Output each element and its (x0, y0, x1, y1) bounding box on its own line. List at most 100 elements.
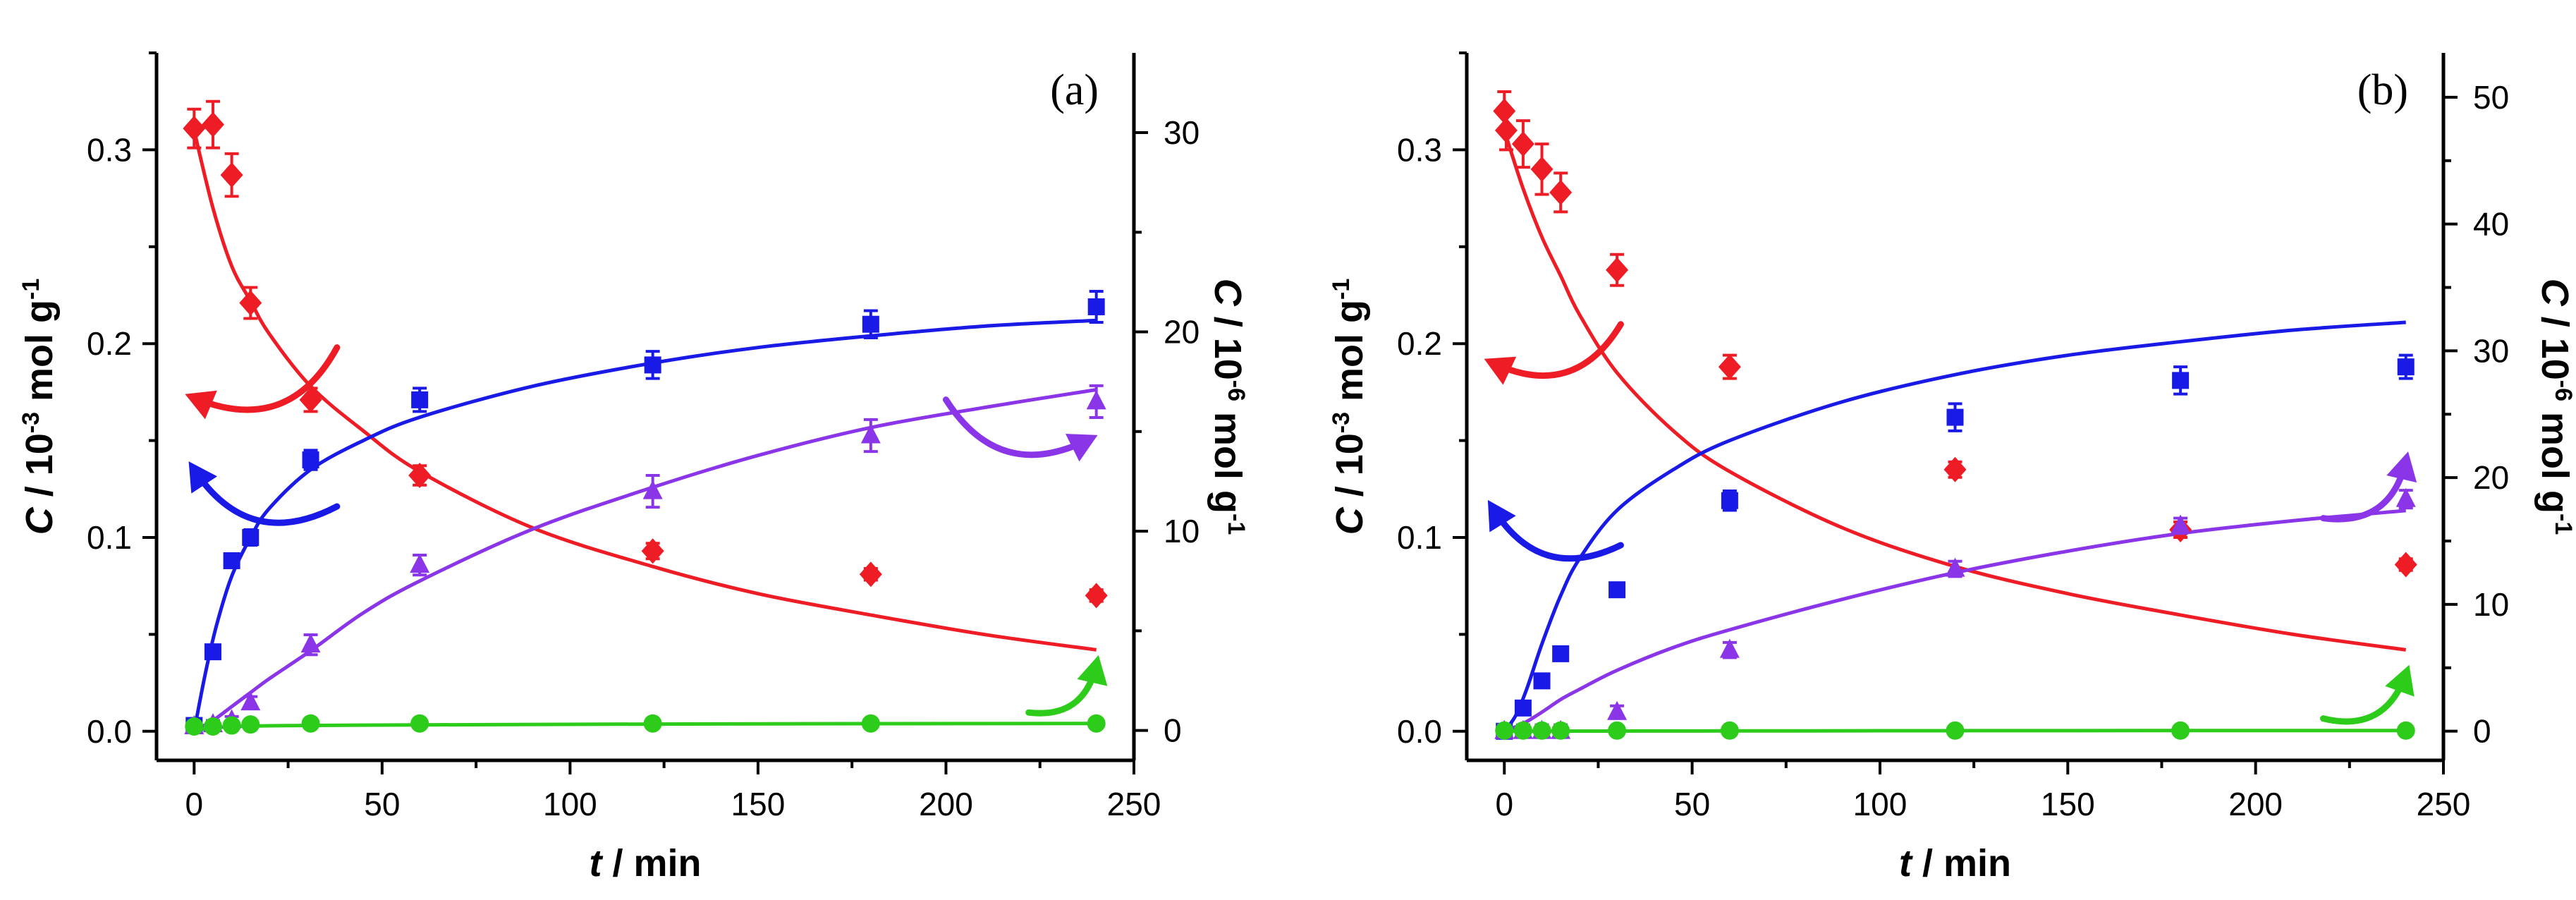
left-y-tick-label: 0.2 (1397, 325, 1442, 362)
red-fit-curve (1502, 130, 2407, 652)
blue-point (242, 528, 260, 546)
green-point (1495, 721, 1514, 740)
green-point (1720, 721, 1739, 740)
blue-fit-curve (192, 318, 1097, 732)
right-y-tick-label: 10 (2473, 586, 2509, 623)
indicator-arrowhead (188, 461, 218, 494)
blue-point (1946, 408, 1964, 426)
blue-point (2397, 358, 2415, 376)
indicator-arrow (190, 344, 341, 413)
indicator-arrowhead (2386, 451, 2417, 483)
right-axis-title: C / 10-6 mol g-1 (1207, 279, 1250, 535)
x-axis-title: t / min (590, 842, 702, 884)
green-point (203, 717, 222, 736)
x-axis-title-text: / min (602, 842, 701, 884)
blue-point (1552, 645, 1570, 662)
green-point (1608, 721, 1627, 740)
left-y-tick-label: 0.1 (1397, 519, 1442, 556)
blue-point (411, 391, 429, 408)
panel-label: (b) (2357, 66, 2408, 114)
blue-point (644, 356, 661, 374)
blue-point (1514, 699, 1532, 717)
green-point (2396, 721, 2415, 740)
right-y-tick-label: 40 (2473, 206, 2509, 243)
left-axis-title-text: / 10 (1329, 433, 1371, 507)
x-tick-label: 0 (185, 786, 204, 822)
panel-a: 0 50 100 150 200 250 0.0 0.1 0.2 0.3 0 10 20 30 t / mi… (18, 51, 1250, 884)
x-tick-label: 250 (1107, 786, 1161, 822)
right-axis-title-text: / 10 (1207, 306, 1249, 380)
x-tick-label: 50 (364, 786, 400, 822)
left-y-tick-label: 0.3 (1397, 131, 1442, 168)
red-fit-curve (192, 130, 1097, 652)
purple-point (1086, 390, 1106, 410)
red-point (1606, 257, 1629, 283)
blue-point (1609, 581, 1626, 599)
indicator-arrowhead (185, 390, 217, 420)
x-tick-label: 50 (1674, 786, 1710, 822)
red-point (2394, 552, 2417, 578)
indicator-arrowhead (1077, 655, 1108, 686)
x-axis-title-symbol: t (590, 842, 604, 884)
red-point (299, 387, 322, 413)
blue-point (2172, 372, 2190, 389)
green-point (1532, 721, 1551, 740)
indicator-arrow (1489, 321, 1624, 379)
blue-point (223, 552, 240, 569)
blue-point (1721, 492, 1738, 509)
right-axis-title-symbol: C (2534, 279, 2576, 307)
x-tick-label: 0 (1495, 786, 1513, 822)
red-point (1549, 179, 1573, 205)
green-fit-curve (194, 722, 1097, 733)
x-axis-title-symbol: t (1899, 842, 1913, 884)
purple-point (2171, 514, 2191, 534)
purple-point (1607, 700, 1628, 720)
red-point (408, 463, 432, 489)
indicator-arrow (190, 466, 341, 526)
blue-point (1533, 672, 1551, 690)
right-axis-title-text: / 10 (2534, 306, 2576, 380)
indicator-arrowhead (1487, 499, 1516, 533)
blue-point (302, 451, 319, 469)
left-y-tick-label: 0.1 (87, 519, 132, 556)
indicator-arrowhead (1484, 356, 1517, 385)
left-axis-title-text: / 10 (18, 433, 61, 507)
right-axis-title-unit-exponent: -1 (1223, 513, 1250, 535)
blue-point (1087, 298, 1105, 315)
right-y-tick-label: 0 (2473, 713, 2491, 750)
right-y-tick-label: 20 (1164, 314, 1200, 351)
x-tick-label: 200 (2228, 786, 2283, 822)
purple-point (240, 691, 261, 711)
purple-point (860, 424, 881, 444)
red-point (239, 290, 262, 316)
indicator-arrowhead (2385, 664, 2415, 697)
purple-fit-curve (193, 388, 1097, 732)
red-point (1943, 456, 1967, 482)
red-point (201, 111, 224, 138)
left-axis-title: C / 10-3 mol g-1 (18, 279, 61, 535)
right-axis-title-unit: mol g (1207, 401, 1249, 513)
x-tick-label: 100 (1853, 786, 1907, 822)
green-point (2171, 721, 2190, 740)
purple-point (410, 554, 430, 573)
right-axis-title: C / 10-6 mol g-1 (2534, 279, 2576, 535)
right-axis-title-unit: mol g (2534, 401, 2576, 513)
purple-point (1719, 638, 1740, 658)
red-point (1494, 117, 1518, 143)
right-axis-title-symbol: C (1207, 279, 1249, 307)
left-axis-title-unit: mol g (1329, 300, 1371, 412)
x-axis-title: t / min (1899, 842, 2011, 884)
red-point (220, 162, 243, 188)
right-y-tick-label: 50 (2473, 79, 2509, 116)
green-point (301, 714, 320, 733)
purple-fit-curve (1503, 509, 2406, 733)
right-y-tick-label: 10 (1164, 513, 1200, 549)
red-point (859, 561, 882, 588)
green-point (1551, 721, 1570, 740)
left-axis-title-unit-exponent: -1 (1328, 279, 1355, 300)
right-y-tick-label: 0 (1164, 712, 1182, 749)
green-point (1946, 721, 1965, 740)
blue-point (204, 643, 221, 661)
left-y-tick-label: 0.2 (87, 325, 132, 362)
